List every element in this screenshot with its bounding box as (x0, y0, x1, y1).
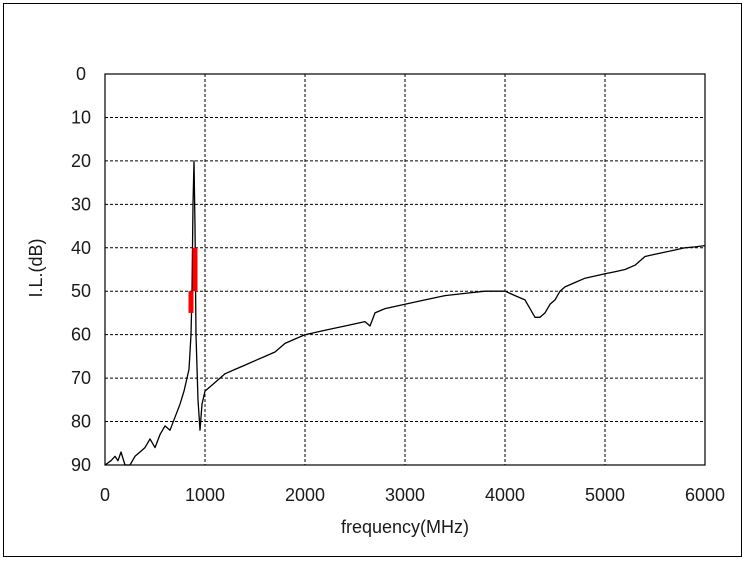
x-tick-label: 5000 (585, 485, 625, 505)
y-tick-label: 70 (71, 368, 91, 388)
y-tick-label: 60 (71, 325, 91, 345)
x-tick-label: 0 (100, 485, 110, 505)
series-line-il (104, 160, 706, 466)
y-tick-label: 80 (71, 412, 91, 432)
y-tick-label: 0 (76, 64, 86, 84)
x-tick-label: 1000 (185, 485, 225, 505)
x-axis-label: frequency(MHz) (341, 517, 469, 537)
y-tick-label: 50 (71, 281, 91, 301)
y-axis-label: I.L.(dB) (26, 238, 46, 297)
y-tick-label: 20 (71, 151, 91, 171)
y-tick-label: 90 (71, 455, 91, 475)
y-tick-label: 40 (71, 238, 91, 258)
x-tick-label: 3000 (385, 485, 425, 505)
y-tick-label: 10 (71, 107, 91, 127)
x-tick-label: 4000 (485, 485, 525, 505)
x-tick-label: 6000 (685, 485, 725, 505)
plot-border (104, 73, 706, 466)
y-tick-label: 30 (71, 194, 91, 214)
x-tick-label: 2000 (285, 485, 325, 505)
